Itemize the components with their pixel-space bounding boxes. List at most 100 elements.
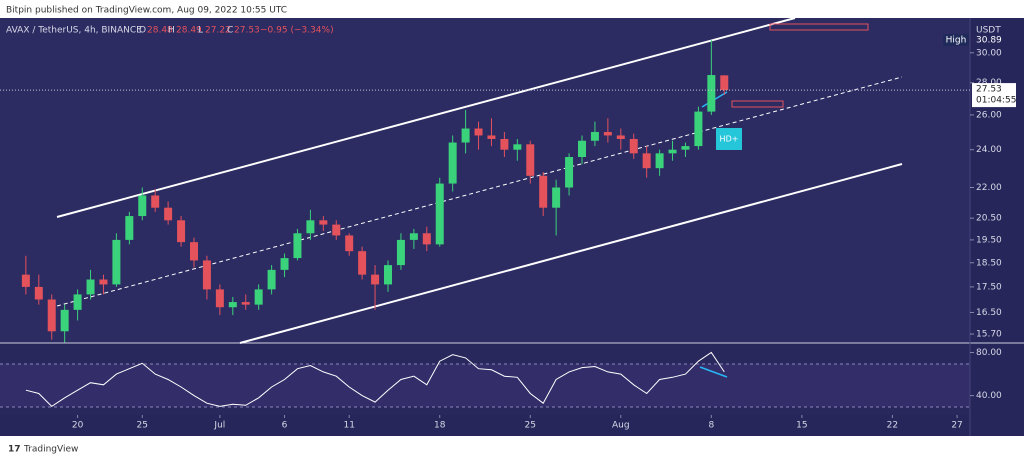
divergence-line xyxy=(699,366,728,378)
candle-body xyxy=(526,144,535,176)
candle-body xyxy=(177,220,186,243)
candle-body xyxy=(73,294,82,310)
annotation-bubble xyxy=(708,118,742,150)
candle-body xyxy=(60,309,69,332)
candle-body xyxy=(293,233,302,259)
x-tick-label: 11 xyxy=(343,421,354,431)
candle-body xyxy=(500,138,509,150)
open: 28.48 xyxy=(147,26,173,36)
c-label: C xyxy=(227,26,233,36)
high-tag xyxy=(943,34,969,46)
candle-body xyxy=(409,233,418,240)
candle-body xyxy=(190,242,198,261)
channel-mid xyxy=(56,76,903,307)
candle-body xyxy=(552,187,561,208)
candle-body xyxy=(487,135,496,139)
candle-body xyxy=(125,216,134,240)
candle-body xyxy=(151,195,160,208)
logo-mark: 17 xyxy=(8,445,21,455)
y-tick-label: 18.50 xyxy=(976,258,1002,268)
h-label: H xyxy=(168,26,175,36)
candle-body xyxy=(371,274,380,285)
candle-body xyxy=(358,251,367,275)
x-tick-label: 6 xyxy=(282,421,288,431)
candle-body xyxy=(694,111,703,147)
candle-body xyxy=(681,146,690,150)
candle-body xyxy=(47,299,56,332)
x-tick-label: Jul xyxy=(213,421,225,431)
x-tick-label: 20 xyxy=(72,421,84,431)
candle-body xyxy=(539,175,548,208)
candle-body xyxy=(603,131,612,136)
low: 27.22 xyxy=(205,26,231,36)
candle-body xyxy=(720,75,729,91)
y-tick-label: 30.00 xyxy=(976,48,1002,58)
candle-body xyxy=(513,144,522,150)
x-tick-label: 22 xyxy=(887,421,898,431)
candle-body xyxy=(461,128,470,143)
high-value-label: 30.89 xyxy=(976,36,1002,46)
candle-body xyxy=(21,274,30,287)
candle-body xyxy=(280,258,289,270)
candle-body xyxy=(112,239,121,285)
candle-body xyxy=(629,138,638,154)
candle-body xyxy=(655,153,664,169)
candle-body xyxy=(306,220,315,234)
candle-body xyxy=(345,235,354,252)
change: −0.95 (−3.34%) xyxy=(260,26,334,36)
y-tick-label: 15.70 xyxy=(976,330,1002,340)
close: 27.53 xyxy=(234,26,260,36)
candle-body xyxy=(86,279,95,295)
candle-body xyxy=(267,269,276,290)
candle-body xyxy=(319,220,328,225)
candle-body xyxy=(578,140,586,158)
rsi-line xyxy=(25,351,725,408)
x-tick-label: 15 xyxy=(796,421,807,431)
x-tick-label: 18 xyxy=(434,421,446,431)
candle-body xyxy=(590,131,599,141)
y-tick-label: 24.00 xyxy=(976,145,1002,155)
l-label: L xyxy=(198,26,203,36)
currency: USDT xyxy=(976,26,1001,36)
candle-body xyxy=(241,302,250,305)
channel-upper xyxy=(56,17,796,218)
candle-body xyxy=(435,183,444,245)
y-tick-label: 80.00 xyxy=(976,348,1002,358)
candle-body xyxy=(138,195,147,217)
y-tick-label: 19.50 xyxy=(976,235,1002,245)
candle-body xyxy=(448,142,457,184)
x-tick-label: Aug xyxy=(612,421,630,431)
x-tick-label: 25 xyxy=(137,421,148,431)
high: 28.49 xyxy=(176,26,202,36)
footer-brand: TradingView xyxy=(23,445,78,455)
y-tick-label: 26.00 xyxy=(976,110,1002,120)
candle-body xyxy=(332,224,341,236)
candle-body xyxy=(707,75,716,112)
y-tick-label: 16.50 xyxy=(976,308,1002,318)
candle-body xyxy=(215,289,224,308)
y-tick-label: 40.00 xyxy=(976,391,1002,401)
candle-body xyxy=(164,207,173,221)
channel-lower xyxy=(239,163,903,344)
footer-bg xyxy=(0,436,1024,461)
countdown: 01:04:55 xyxy=(976,96,1016,106)
y-tick-label: 20.50 xyxy=(976,214,1002,224)
y-tick-label: 22.00 xyxy=(976,183,1002,193)
x-tick-label: 25 xyxy=(525,421,536,431)
rsi-band xyxy=(0,364,970,407)
candle-body xyxy=(202,260,211,290)
x-tick-label: 27 xyxy=(951,421,962,431)
candle-body xyxy=(34,286,43,300)
price-pane xyxy=(0,18,970,343)
high-label: High xyxy=(946,36,967,46)
publisher: Bitpin published on TradingView.com, Aug… xyxy=(6,6,287,16)
candle-body xyxy=(642,153,651,169)
candle-body xyxy=(254,289,263,305)
y-tick-label: 17.50 xyxy=(976,282,1002,292)
legend: AVAX / TetherUS, 4h, BINANCE O 28.48 H 2… xyxy=(6,26,334,36)
candle-body xyxy=(565,157,574,188)
candle-body xyxy=(99,279,108,285)
last-price-tag xyxy=(972,83,1016,108)
last-price-label: 27.53 xyxy=(976,85,1002,95)
